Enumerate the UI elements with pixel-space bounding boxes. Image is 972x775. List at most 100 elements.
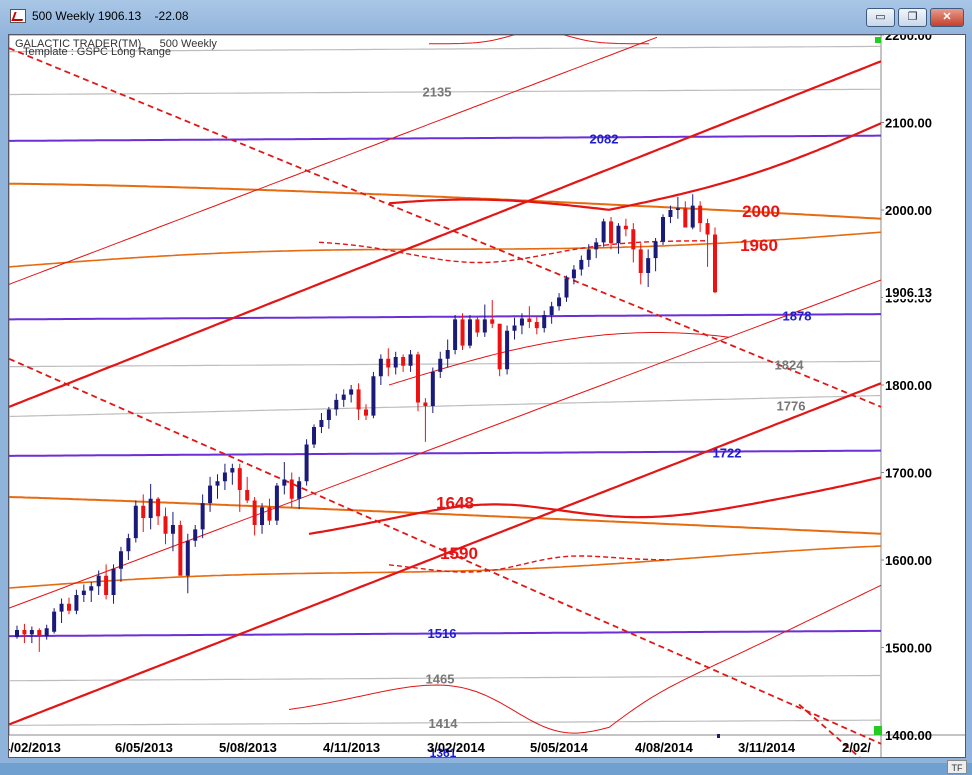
level-label-1776: 1776 — [777, 398, 806, 413]
level-line-1722 — [9, 449, 881, 457]
level-label-1722: 1722 — [713, 446, 742, 461]
candle-body — [15, 630, 19, 637]
restore-button[interactable]: ❐ — [898, 8, 927, 27]
level-line-2082 — [9, 134, 881, 142]
candle-body — [96, 575, 101, 587]
candle-body — [29, 630, 34, 635]
candle-body — [705, 223, 710, 235]
red-trendline-upper — [9, 60, 882, 408]
y-tick-label: 1800.00 — [885, 378, 932, 393]
candle-body — [44, 628, 49, 637]
candle-body — [415, 354, 420, 403]
red-thin-arc-low — [288, 584, 882, 734]
candle-body — [549, 306, 554, 315]
candle-body — [222, 472, 227, 482]
minimize-button[interactable]: ▭ — [866, 8, 895, 27]
candle-body — [445, 350, 450, 359]
red-dashed-corner — [798, 703, 861, 757]
y-tick-label: 2200.00 — [885, 35, 932, 43]
candle-body — [467, 319, 472, 346]
candle-body — [341, 394, 346, 400]
x-tick-label: 3/02/2014 — [427, 740, 486, 755]
x-tick-label: 4/02/2013 — [9, 740, 61, 755]
x-tick-label: 6/05/2013 — [115, 740, 173, 755]
candle-body — [401, 357, 406, 366]
x-tick-label: 5/05/2014 — [530, 740, 589, 755]
red-thin-arc-top — [429, 35, 649, 45]
candle-body — [104, 575, 109, 595]
red-arc-1648 — [308, 476, 882, 535]
y-tick-label: 1500.00 — [885, 641, 932, 656]
candle-body — [683, 208, 688, 228]
candle-body — [490, 319, 495, 324]
red-dashed-downtrend-upper — [9, 47, 882, 408]
candle-body — [326, 409, 331, 420]
candle-body — [646, 258, 651, 273]
title-bar[interactable]: 500 Weekly 1906.13 -22.08 ▭ ❐ ✕ — [0, 0, 972, 34]
candle-body — [260, 507, 265, 525]
level-label-2135: 2135 — [423, 84, 452, 99]
candle-body — [237, 468, 242, 490]
price-chart[interactable]: 2135 2082 2000 1960 1878 1824 1776 1722 1648 1590… — [9, 35, 965, 757]
timeframe-button[interactable]: TF — [947, 760, 967, 774]
red-dashed-downtrend-lower — [9, 357, 882, 745]
level-line-1878 — [9, 313, 881, 321]
candle-body — [661, 217, 666, 242]
candle-body — [282, 479, 287, 486]
candle-body — [133, 505, 138, 539]
level-label-1960: 1960 — [740, 236, 778, 255]
x-tick-label: 5/08/2013 — [219, 740, 277, 755]
candle-body — [148, 498, 153, 518]
candle-body — [215, 481, 220, 486]
candle-body — [230, 468, 235, 473]
candle-body — [423, 402, 428, 406]
red-arc-2000 — [388, 122, 882, 211]
candle-body — [519, 318, 524, 326]
y-tick-label: 1600.00 — [885, 553, 932, 568]
candle-body — [616, 225, 621, 244]
candle-body — [59, 603, 64, 612]
level-label-1878: 1878 — [783, 308, 812, 323]
red-dashed-arc-1590 — [388, 555, 669, 573]
candle-body — [170, 525, 175, 534]
candle-body — [579, 259, 584, 270]
red-thin-line-lower — [9, 279, 882, 609]
candle-body — [178, 525, 183, 576]
candle-body — [312, 427, 317, 445]
level-line-1776 — [9, 394, 882, 418]
level-line-2135 — [9, 88, 881, 96]
chart-app-icon[interactable] — [10, 9, 26, 23]
candle-body — [356, 389, 361, 410]
candle-body — [690, 205, 695, 228]
y-tick-label: 2100.00 — [885, 116, 932, 131]
candle-body — [408, 354, 413, 366]
last-price-tag-bg — [883, 284, 957, 300]
candle-body — [141, 505, 146, 518]
x-tick-label: 2/02/ — [842, 740, 871, 755]
candle-body — [319, 420, 324, 427]
current-bar-marker — [717, 734, 720, 738]
chart-area[interactable]: 2135 2082 2000 1960 1878 1824 1776 1722 1648 1590… — [8, 34, 967, 774]
candle-body — [623, 225, 628, 230]
candle-body — [118, 551, 123, 569]
candle-body — [245, 490, 250, 501]
candle-body — [638, 249, 643, 273]
candle-body — [557, 297, 562, 307]
level-label-partial-bottom: 1361 — [430, 746, 457, 757]
level-label-1590: 1590 — [440, 544, 478, 563]
red-dashed-arc-1960 — [318, 240, 708, 264]
orange-curve-1648 — [9, 496, 882, 535]
top-green-marker — [875, 37, 881, 43]
candle-body — [66, 603, 71, 611]
candle-body — [349, 389, 354, 395]
candle-body — [564, 278, 569, 298]
close-button[interactable]: ✕ — [930, 8, 964, 27]
candle-body — [631, 229, 636, 250]
candle-body — [438, 358, 443, 372]
level-line-1824 — [9, 360, 881, 368]
x-tick-label: 3/11/2014 — [738, 740, 796, 755]
candle-body — [81, 590, 86, 595]
candle-body — [542, 315, 547, 329]
level-line-1516 — [9, 629, 881, 638]
